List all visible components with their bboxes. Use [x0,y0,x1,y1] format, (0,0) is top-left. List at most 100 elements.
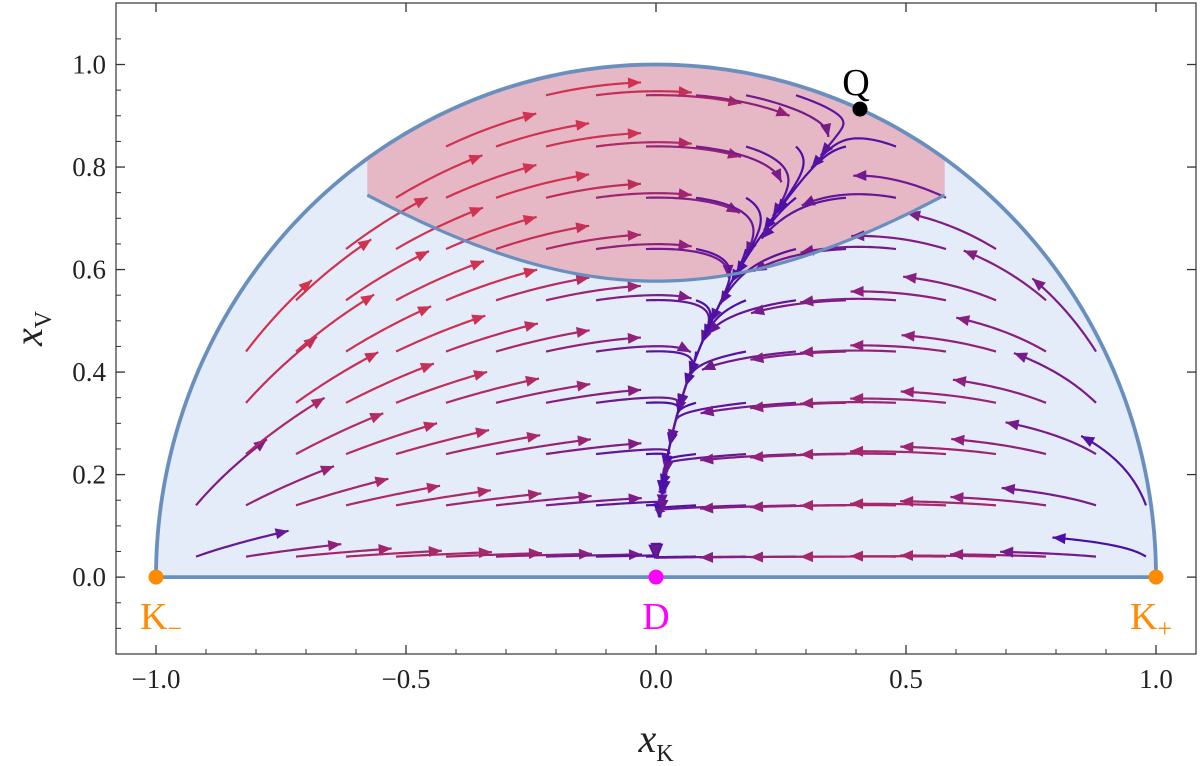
stream-arrow [627,281,641,293]
stream-line [695,196,755,256]
stream-arrow [576,380,591,392]
stream-arrow [360,294,375,307]
stream-line [395,206,484,251]
stream-arrow [627,229,641,241]
stream-line [850,397,947,404]
stream-arrow [627,77,642,89]
stream-line [750,299,847,315]
stream-arrow [577,435,591,447]
stream-arrow [527,489,542,501]
x-tick-label: −0.5 [382,664,431,694]
stream-arrow [850,285,864,297]
stream-line [752,247,847,273]
stream-arrow [701,359,717,370]
stream-arrow [1001,483,1016,495]
stream-line [295,477,389,507]
stream-arrow [963,250,978,261]
axis-ticks: −1.0 −0.5 0.0 0.5 1.0 0.0 0.2 0.4 0.6 0.8 1.0 [72,3,1196,694]
stream-lines [195,77,1148,563]
acceleration-boundary-curve [366,193,946,283]
stream-line [395,489,492,507]
y-tick-label: 0.6 [72,255,106,285]
stream-arrow [523,267,538,279]
stream-line [900,390,997,404]
stream-arrow [526,431,541,443]
stream-line [545,388,642,404]
stream-arrow [777,198,790,213]
stream-arrow [750,451,764,463]
stream-line [495,552,592,558]
stream-arrow [1032,278,1046,292]
stream-line [345,196,429,250]
stream-arrow [310,397,325,410]
stream-arrow [413,197,428,209]
stream-arrow [820,123,832,137]
stream-arrow [678,239,692,251]
y-tick-label: 0.0 [72,562,106,592]
stream-line [800,245,897,254]
stream-arrow [700,502,714,514]
stream-arrow [627,179,641,191]
stream-arrow [378,544,392,555]
stream-line [445,551,542,558]
stream-arrow [374,476,389,488]
stream-line [799,349,897,354]
stream-line [1080,434,1148,506]
stream-arrow [662,460,674,475]
stream-arrow [722,264,734,278]
stream-line [195,529,289,558]
stream-arrow [951,434,965,446]
stream-arrow [471,314,486,326]
stream-line [900,445,997,456]
x-tick-label: 0.5 [889,664,923,694]
stream-line [245,465,335,507]
fixed-point-label: D [642,596,669,638]
stream-arrow [678,188,692,200]
stream-line [445,322,539,353]
stream-line [545,81,642,97]
stream-arrow [627,332,641,344]
stream-arrow [736,260,748,275]
stream-line [345,305,432,353]
y-tick-label: 1.0 [72,50,106,80]
stream-line [850,344,947,353]
stream-line [707,299,797,335]
stream-arrow [801,195,816,206]
stream-arrow [1052,533,1066,545]
stream-arrow [667,428,679,443]
stream-line [776,145,847,213]
stream-line [595,141,692,148]
stream-arrow [303,336,317,350]
stream-arrow [720,290,732,305]
disk-boundary [154,62,1158,580]
stream-line [695,145,783,183]
x-tick-label: 1.0 [1139,664,1173,694]
fixed-point-marker [148,569,164,585]
stream-arrow [575,170,590,182]
stream-line [760,196,847,240]
stream-arrow [853,170,867,182]
stream-arrow [750,501,764,513]
stream-arrow [475,427,490,439]
stream-line [799,452,897,456]
stream-line [1031,277,1097,353]
stream-line [545,182,641,199]
stream-line [345,484,441,507]
stream-arrow [364,352,379,364]
stream-line [545,496,642,507]
stream-arrow [850,339,864,351]
stream-line [950,553,1047,558]
stream-arrow [731,268,743,283]
stream-line [595,243,692,251]
stream-arrow [1000,546,1014,558]
stream-line [195,438,268,507]
stream-line [445,112,537,148]
stream-arrow [575,274,590,286]
stream-line [445,492,542,507]
stream-line [395,428,490,456]
stream-arrow [369,413,384,424]
stream-arrow [903,272,917,284]
fixed-point-label: K+ [1130,596,1172,643]
stream-arrow [473,370,488,381]
stream-arrow [750,401,764,413]
